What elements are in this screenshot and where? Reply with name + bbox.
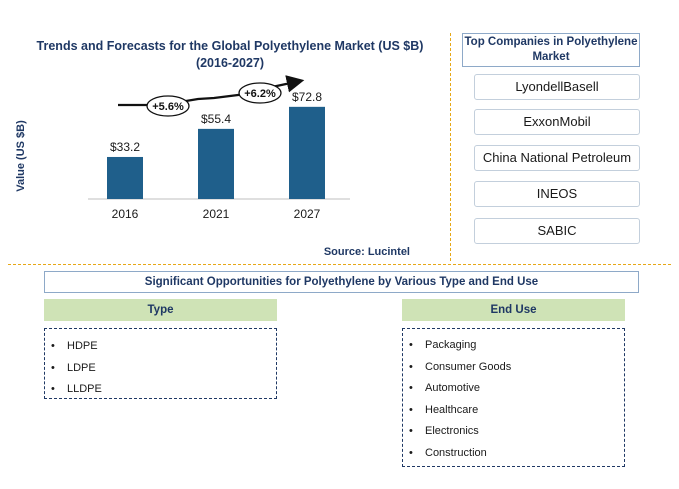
chart-title: Trends and Forecasts for the Global Poly…: [36, 39, 424, 70]
end-use-list: Packaging Consumer Goods Automotive Heal…: [403, 335, 624, 464]
growth-bubble: [238, 82, 282, 104]
vertical-divider: [450, 33, 451, 261]
growth-label: +5.6%: [152, 101, 184, 113]
growth-bubble: [146, 95, 190, 117]
data-label: $55.4: [201, 112, 231, 126]
type-list: HDPE LDPE LLDPE: [45, 336, 276, 401]
tick-label: 2021: [203, 207, 230, 221]
bar: [198, 128, 234, 199]
list-item: Automotive: [403, 378, 624, 400]
data-label: $33.2: [110, 140, 140, 154]
company-item: China National Petroleum: [474, 145, 640, 171]
company-item: SABIC: [474, 218, 640, 244]
list-item: LDPE: [45, 358, 276, 380]
horizontal-divider: [8, 264, 671, 265]
type-list-box: HDPE LDPE LLDPE: [44, 328, 277, 401]
company-item: LyondellBasell: [474, 74, 640, 100]
tick-label: 2016: [112, 207, 139, 221]
bar: [289, 106, 325, 199]
companies-title: Top Companies in Polyethylene Market: [462, 33, 640, 67]
list-item: Consumer Goods: [403, 357, 624, 379]
list-item: HDPE: [45, 336, 276, 358]
list-item: Construction: [403, 443, 624, 465]
bar: [107, 156, 143, 199]
tick-label: 2027: [294, 207, 321, 221]
growth-label: +6.2%: [244, 88, 276, 100]
type-header: Type: [44, 299, 277, 321]
source-label: Source: Lucintel: [323, 246, 410, 258]
end-use-list-box: Packaging Consumer Goods Automotive Heal…: [402, 328, 625, 467]
end-use-header: End Use: [402, 299, 625, 321]
company-item: ExxonMobil: [474, 109, 640, 135]
list-item: Packaging: [403, 335, 624, 357]
opportunities-title: Significant Opportunities for Polyethyle…: [44, 271, 639, 293]
list-item: LLDPE: [45, 379, 276, 401]
data-label: $72.8: [292, 90, 322, 104]
list-item: Electronics: [403, 421, 624, 443]
company-item: INEOS: [474, 181, 640, 207]
list-item: Healthcare: [403, 400, 624, 422]
bar-chart: $33.2 2016 $55.4 2021 $72.8 2027 +5.6% +6.2%: [88, 75, 350, 221]
